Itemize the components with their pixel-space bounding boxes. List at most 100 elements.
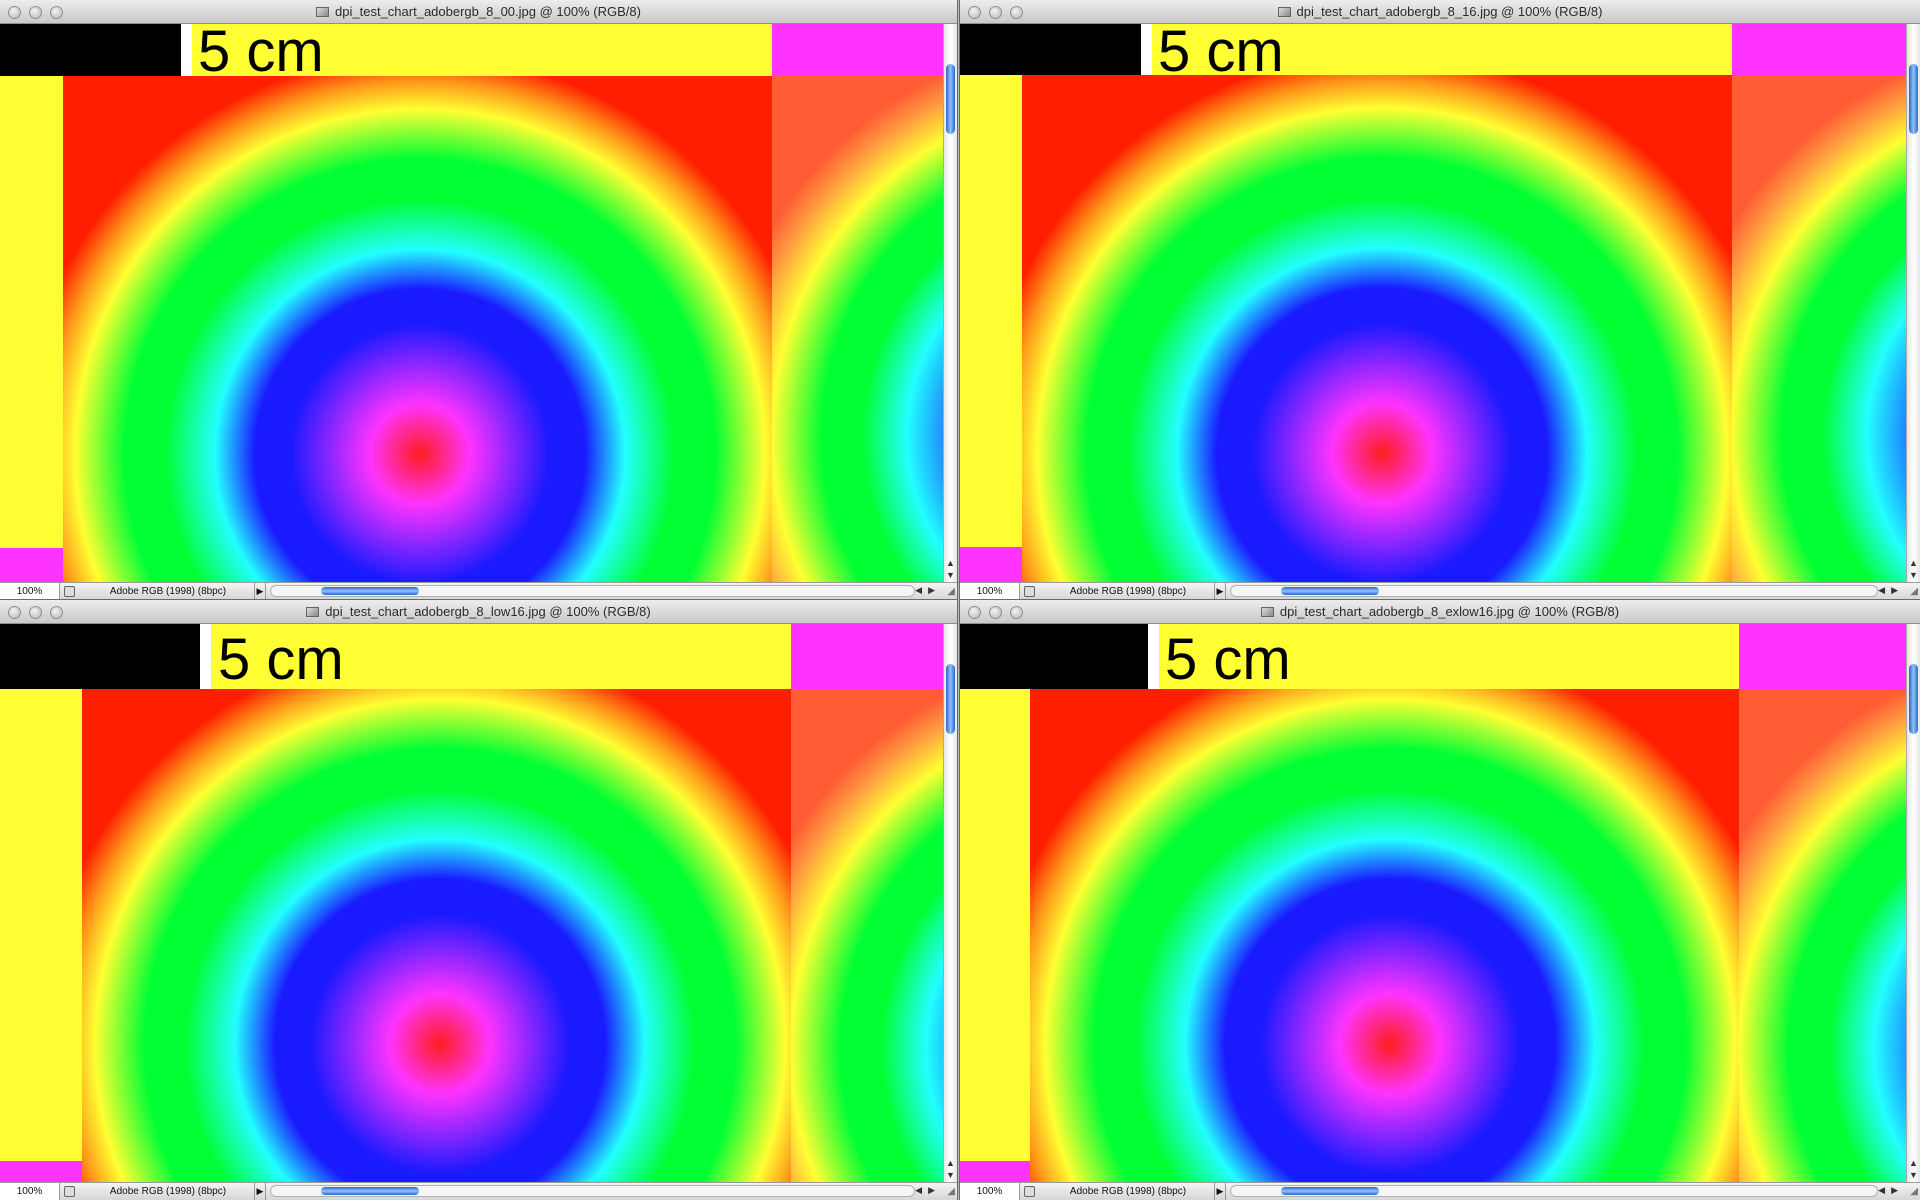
window-controls[interactable] [968,606,1023,619]
magenta-corner [0,548,63,582]
scroll-up-arrow-icon[interactable]: ▲ [946,1158,955,1168]
status-bar: 100% Adobe RGB (1998) (8bpc) ▶ ◀▶ ◢ [960,582,1920,600]
black-block [960,624,1148,689]
scroll-up-arrow-icon[interactable]: ▲ [946,558,955,568]
horizontal-scroll-arrow-icons[interactable]: ◀▶ [1878,585,1904,595]
vertical-scroll-thumb[interactable] [946,664,955,734]
scroll-down-arrow-icon[interactable]: ▼ [946,570,955,580]
title-bar[interactable]: dpi_test_chart_adobergb_8_00.jpg @ 100% … [0,0,957,24]
vertical-scroll-thumb[interactable] [946,64,955,134]
resize-grip-icon[interactable]: ◢ [1910,586,1918,597]
scroll-down-arrow-icon[interactable]: ▼ [946,1170,955,1180]
status-preview-icon[interactable] [64,586,75,597]
image-window-00[interactable]: dpi_test_chart_adobergb_8_00.jpg @ 100% … [0,0,957,600]
horizontal-scrollbar[interactable] [1230,585,1878,597]
vertical-scrollbar[interactable]: ▲ ▼ [1906,24,1920,582]
document-icon [306,607,320,617]
scroll-down-arrow-icon[interactable]: ▼ [1909,1170,1918,1180]
play-triangle-icon[interactable]: ▶ [254,583,266,600]
close-button-icon[interactable] [968,606,981,619]
zoom-level[interactable]: 100% [960,1183,1020,1200]
minimize-button-icon[interactable] [29,606,42,619]
document-icon [316,7,330,17]
horizontal-scrollbar[interactable] [270,585,915,597]
status-preview-icon[interactable] [64,1186,75,1197]
resize-grip-icon[interactable]: ◢ [1910,1186,1918,1197]
play-triangle-icon[interactable]: ▶ [254,1183,266,1200]
white-strip [200,624,211,689]
zoom-button-icon[interactable] [50,606,63,619]
resize-grip-icon[interactable]: ◢ [947,1186,955,1197]
status-bar: 100% Adobe RGB (1998) (8bpc) ▶ ◀▶ ◢ [0,582,957,600]
status-preview-icon[interactable] [1024,1186,1035,1197]
zoom-button-icon[interactable] [1010,6,1023,19]
zoom-button-icon[interactable] [50,6,63,19]
horizontal-scroll-arrow-icons[interactable]: ◀▶ [1878,1185,1904,1195]
resize-grip-icon[interactable]: ◢ [947,586,955,597]
zoom-level[interactable]: 100% [0,1183,60,1200]
minimize-button-icon[interactable] [989,6,1002,19]
radial-rings-partial [772,76,943,582]
window-controls[interactable] [968,6,1023,19]
radial-rings-main [63,76,772,582]
scroll-down-arrow-icon[interactable]: ▼ [1909,570,1918,580]
radial-rings-partial [1732,75,1906,582]
radial-rings-main [1030,689,1739,1182]
magenta-block [772,24,943,76]
title-bar[interactable]: dpi_test_chart_adobergb_8_exlow16.jpg @ … [960,600,1920,624]
horizontal-scrollbar[interactable] [270,1185,915,1197]
vertical-scrollbar[interactable]: ▲ ▼ [1906,624,1920,1182]
minimize-button-icon[interactable] [29,6,42,19]
image-window-exlow16[interactable]: dpi_test_chart_adobergb_8_exlow16.jpg @ … [960,600,1920,1200]
window-controls[interactable] [8,6,63,19]
horizontal-scroll-thumb[interactable] [1281,587,1379,595]
window-title-text: dpi_test_chart_adobergb_8_low16.jpg @ 10… [325,604,651,619]
magenta-corner [960,1161,1030,1182]
scale-label: 5 cm [1165,627,1291,692]
close-button-icon[interactable] [8,6,21,19]
scale-label: 5 cm [198,24,324,84]
minimize-button-icon[interactable] [989,606,1002,619]
play-triangle-icon[interactable]: ▶ [1214,1183,1226,1200]
status-preview-icon[interactable] [1024,586,1035,597]
black-block [960,24,1141,75]
horizontal-scroll-arrow-icons[interactable]: ◀▶ [915,1185,941,1195]
play-triangle-icon[interactable]: ▶ [1214,583,1226,600]
scroll-up-arrow-icon[interactable]: ▲ [1909,558,1918,568]
image-window-low16[interactable]: dpi_test_chart_adobergb_8_low16.jpg @ 10… [0,600,957,1200]
zoom-button-icon[interactable] [1010,606,1023,619]
close-button-icon[interactable] [8,606,21,619]
document-icon [1277,7,1291,17]
horizontal-scrollbar[interactable] [1230,1185,1878,1197]
image-canvas[interactable]: 5 cm [960,624,1906,1182]
title-bar[interactable]: dpi_test_chart_adobergb_8_16.jpg @ 100% … [960,0,1920,24]
vertical-scroll-thumb[interactable] [1909,64,1918,134]
yellow-band [192,24,772,76]
radial-rings-main [82,689,791,1182]
zoom-level[interactable]: 100% [960,583,1020,600]
magenta-block [1739,624,1906,689]
vertical-scroll-thumb[interactable] [1909,664,1918,734]
color-profile: Adobe RGB (1998) (8bpc) [109,586,227,597]
horizontal-scroll-thumb[interactable] [321,587,419,595]
zoom-level[interactable]: 100% [0,583,60,600]
image-window-16[interactable]: dpi_test_chart_adobergb_8_16.jpg @ 100% … [960,0,1920,600]
window-controls[interactable] [8,606,63,619]
yellow-band [1152,24,1732,75]
status-bar: 100% Adobe RGB (1998) (8bpc) ▶ ◀▶ ◢ [0,1182,957,1200]
scroll-up-arrow-icon[interactable]: ▲ [1909,1158,1918,1168]
yellow-column [0,76,63,548]
horizontal-scroll-thumb[interactable] [321,1187,419,1195]
image-canvas[interactable]: 5 cm [960,24,1906,582]
title-bar[interactable]: dpi_test_chart_adobergb_8_low16.jpg @ 10… [0,600,957,624]
horizontal-scroll-arrow-icons[interactable]: ◀▶ [915,585,941,595]
image-canvas[interactable]: 5 cm [0,624,943,1182]
radial-rings-partial [1739,689,1906,1182]
horizontal-scroll-thumb[interactable] [1281,1187,1379,1195]
yellow-column [0,689,82,1161]
magenta-corner [0,1161,82,1182]
vertical-scrollbar[interactable]: ▲ ▼ [943,24,957,582]
image-canvas[interactable]: 5 cm [0,24,943,582]
vertical-scrollbar[interactable]: ▲ ▼ [943,624,957,1182]
close-button-icon[interactable] [968,6,981,19]
